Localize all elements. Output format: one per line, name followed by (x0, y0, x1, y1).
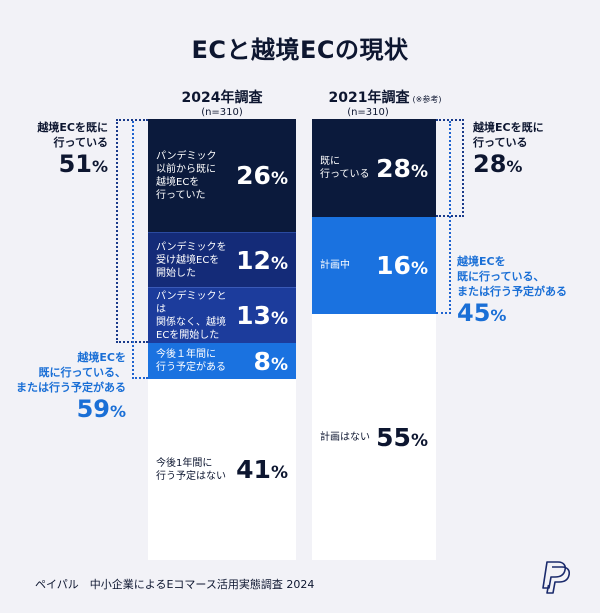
segment-label: パンデミックとは 関係なく、越境 ECを開始した (156, 290, 227, 341)
annotation-label: 越境ECを既に 行っている (473, 121, 544, 149)
segment-value: 26% (236, 161, 288, 190)
segment-value: 16% (376, 251, 428, 280)
column-year-label: 2021年調査 (328, 90, 410, 106)
column-header-2024: 2024年調査 (n=310) (148, 87, 296, 118)
annotation-value: 59% (76, 395, 126, 423)
segment-no-plan: 計画はない 55% (312, 314, 436, 560)
annotation-right-already: 越境ECを既に 行っている 28% (473, 120, 600, 178)
segment-value: 8% (253, 346, 288, 376)
segment-label: 計画はない (320, 431, 370, 443)
segment-value: 13% (236, 301, 288, 330)
paypal-logo-icon (540, 560, 571, 596)
segment-value: 12% (236, 245, 288, 275)
segment-unrelated-started: パンデミックとは 関係なく、越境 ECを開始した 13% (148, 287, 296, 343)
segment-value: 28% (376, 153, 428, 183)
annotation-label: 越境ECを既に 行っている (37, 121, 108, 149)
segment-already: 既に 行っている 28% (312, 119, 436, 217)
column-n-label: (n=310) (201, 107, 243, 118)
segment-value: 55% (376, 422, 428, 452)
annotation-label: 越境ECを 既に行っている、 または行う予定がある (16, 351, 126, 394)
segment-planning: 計画中 16% (312, 217, 436, 314)
segment-label: 今後１年間に 行う予定がある (156, 349, 226, 373)
segment-label: 既に 行っている (320, 156, 370, 180)
bracket-right-total (436, 121, 451, 314)
column-note: (※参考) (412, 95, 442, 104)
bracket-left-total (132, 121, 148, 379)
annotation-value: 45% (457, 299, 507, 327)
bar-2021: 既に 行っている 28% 計画中 16% 計画はない 55% (312, 119, 436, 560)
column-n-label: (n=310) (347, 107, 389, 118)
segment-pandemic-started: パンデミックを 受け越境ECを 開始した 12% (148, 232, 296, 287)
column-year-label: 2024年調査 (181, 90, 263, 106)
segment-pre-pandemic: パンデミック 以前から既に 越境ECを 行っていた 26% (148, 119, 296, 232)
annotation-value: 28% (473, 150, 523, 178)
chart-title: ECと越境ECの現状 (191, 36, 409, 64)
annotation-right-total: 越境ECを 既に行っている、 または行う予定がある 45% (457, 254, 600, 327)
annotation-label: 越境ECを 既に行っている、 または行う予定がある (457, 255, 567, 298)
segment-label: 計画中 (320, 260, 350, 271)
source-caption: ペイパル 中小企業によるEコマース活用実態調査 2024 (35, 578, 315, 591)
column-header-2021: 2021年調査 (※参考) (n=310) (300, 87, 470, 118)
annotation-left-already: 越境ECを既に 行っている 51% (0, 120, 108, 178)
annotation-left-total: 越境ECを 既に行っている、 または行う予定がある 59% (0, 350, 126, 423)
segment-label: パンデミック 以前から既に 越境ECを 行っていた (156, 150, 217, 201)
segment-planned: 今後１年間に 行う予定がある 8% (148, 343, 296, 379)
segment-label: 今後1年間に 行う予定はない (156, 457, 226, 482)
bar-2024: パンデミック 以前から既に 越境ECを 行っていた 26% パンデミックを 受け… (148, 119, 296, 560)
segment-no-plan: 今後1年間に 行う予定はない 41% (148, 379, 296, 560)
segment-label: パンデミックを 受け越境ECを 開始した (156, 241, 227, 279)
segment-value: 41% (236, 455, 288, 484)
annotation-value: 51% (58, 150, 108, 178)
